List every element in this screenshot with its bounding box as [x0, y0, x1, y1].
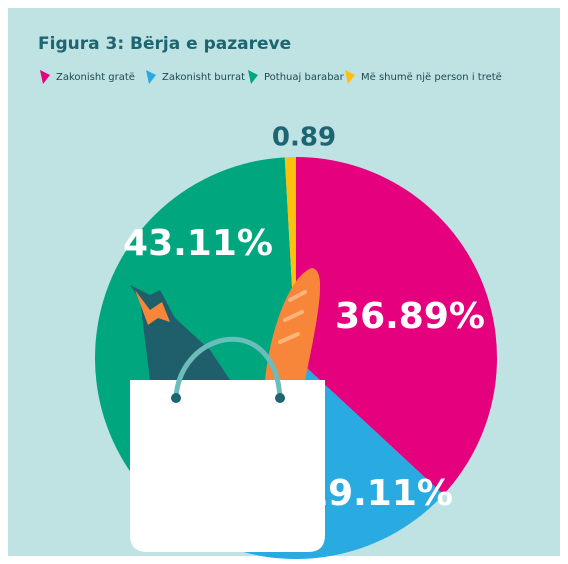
legend-label: Zakonisht gratë — [56, 72, 135, 83]
bag-illustration — [130, 268, 325, 552]
legend-marker — [248, 70, 258, 84]
legend-marker — [345, 70, 355, 84]
value-labels: 36.89% 19.11% 43.11% 0.89 — [123, 123, 485, 515]
legend-label: Më shumë një person i tretë — [361, 72, 502, 83]
chart-title: Figura 3: Bërja e pazareve — [38, 34, 291, 54]
data-label: 0.89 — [272, 123, 336, 153]
legend-label: Zakonisht burrat — [162, 72, 245, 83]
legend-label: Pothuaj barabar — [264, 72, 345, 83]
data-label: 19.11% — [303, 473, 453, 514]
pie-slice — [296, 157, 497, 495]
legend: Zakonisht gratë Zakonisht burrat Pothuaj b… — [40, 70, 502, 84]
data-label: 36.89% — [335, 296, 485, 337]
legend-marker — [146, 70, 156, 84]
legend-marker — [40, 70, 50, 84]
data-label: 43.11% — [123, 223, 273, 264]
